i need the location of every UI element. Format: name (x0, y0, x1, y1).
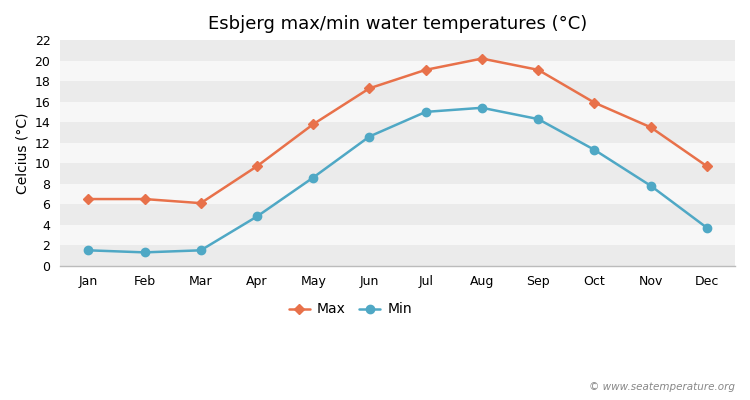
Bar (60, 143, 735, 163)
Bar (60, 81, 735, 102)
Max (703, 164, 712, 169)
Bar (60, 184, 735, 204)
Line: Min: Min (84, 104, 711, 256)
Min (140, 250, 149, 255)
Min (646, 183, 656, 188)
Min (196, 248, 206, 253)
Max (140, 197, 149, 202)
Max (646, 125, 656, 130)
Min (590, 148, 599, 152)
Legend: Max, Min: Max, Min (284, 297, 417, 322)
Min (84, 248, 93, 253)
Min (253, 214, 262, 219)
Bar (60, 245, 735, 266)
Min (309, 175, 318, 180)
Max (84, 197, 93, 202)
Min (365, 134, 374, 139)
Min (703, 225, 712, 230)
Bar (60, 61, 735, 81)
Max (309, 122, 318, 126)
Bar (60, 163, 735, 184)
Bar (60, 102, 735, 122)
Bar (60, 225, 735, 245)
Min (478, 105, 487, 110)
Bar (60, 40, 735, 61)
Max (196, 201, 206, 206)
Max (365, 86, 374, 91)
Bar (60, 122, 735, 143)
Line: Max: Max (85, 55, 710, 207)
Text: © www.seatemperature.org: © www.seatemperature.org (589, 382, 735, 392)
Y-axis label: Celcius (°C): Celcius (°C) (15, 112, 29, 194)
Title: Esbjerg max/min water temperatures (°C): Esbjerg max/min water temperatures (°C) (208, 15, 587, 33)
Max (478, 56, 487, 61)
Max (590, 100, 599, 105)
Max (534, 68, 543, 72)
Max (422, 68, 430, 72)
Min (534, 117, 543, 122)
Min (422, 110, 430, 114)
Max (253, 164, 262, 169)
Bar (60, 204, 735, 225)
